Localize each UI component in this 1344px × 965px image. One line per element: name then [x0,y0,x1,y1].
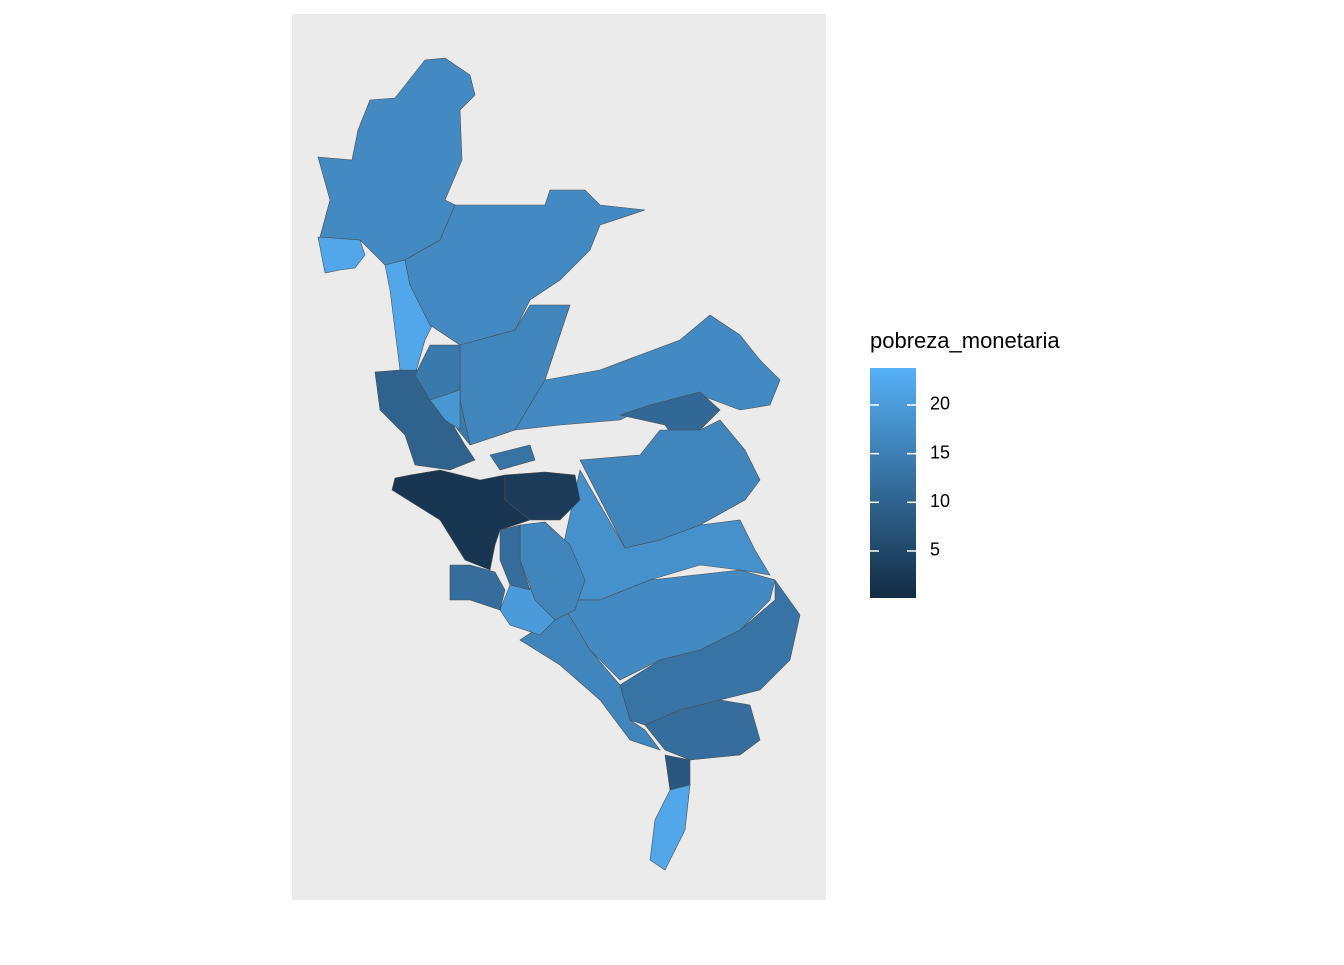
legend-title: pobreza_monetaria [870,328,1060,353]
district [514,314,781,431]
legend-tick-label: 10 [930,491,950,511]
district [429,389,461,431]
district [391,469,531,571]
district [519,599,661,751]
district [499,524,531,591]
district [489,444,536,471]
district [559,569,776,681]
legend-tick-label: 15 [930,442,950,462]
district [317,57,476,266]
district [644,699,761,761]
legend-tick-label: 20 [930,394,950,414]
district [504,471,581,521]
district [317,236,366,274]
district [649,784,691,871]
color-bar [870,368,916,598]
legend-tick-label: 5 [930,540,940,560]
district [404,189,646,346]
district [618,391,721,441]
district [519,521,586,621]
district [449,564,506,611]
